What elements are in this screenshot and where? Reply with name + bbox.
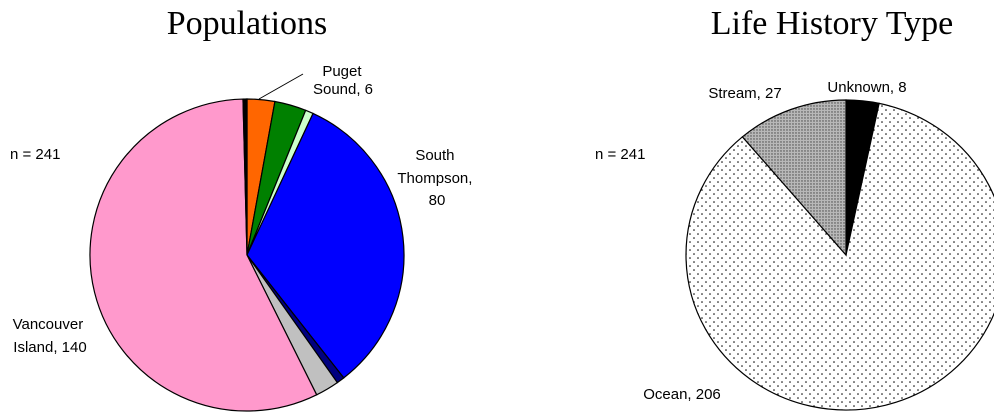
populations-label-vancouver-island: Vancouver Island, 140 [13, 316, 88, 356]
south-thompson-label-line-1: South [415, 147, 454, 164]
populations-slice-3 [246, 112, 405, 379]
south-thompson-label-line-3: 80 [429, 192, 446, 209]
vancouver-island-label-line-1: Vancouver [13, 316, 84, 333]
populations-slice-7 [242, 98, 248, 256]
puget-sound-label-line-1: Puget [322, 63, 362, 80]
life-history-n-label: n = 241 [595, 146, 645, 163]
life-history-pie-chart: Life History Type n = 241 Unknown, 8 Str… [595, 5, 994, 411]
life-history-title: Life History Type [711, 5, 954, 42]
populations-pie-chart: Populations n = 241 Puget Sound, 6 South… [10, 5, 476, 412]
life-history-slice-2 [741, 99, 847, 257]
populations-title: Populations [167, 5, 328, 42]
populations-label-puget-sound: Puget Sound, 6 [313, 63, 373, 98]
populations-label-south-thompson: South Thompson, 80 [397, 147, 476, 209]
populations-slices [89, 98, 405, 412]
puget-sound-leader-line [258, 73, 304, 100]
puget-sound-label-line-2: Sound, 6 [313, 81, 373, 98]
life-history-label-unknown: Unknown, 8 [827, 79, 906, 96]
populations-n-label: n = 241 [10, 146, 60, 163]
populations-slice-6 [89, 98, 318, 412]
life-history-label-ocean: Ocean, 206 [643, 386, 721, 403]
life-history-label-stream: Stream, 27 [708, 85, 781, 102]
life-history-slice-1 [685, 102, 994, 411]
life-history-slices [685, 99, 994, 411]
south-thompson-label-line-2: Thompson, [397, 170, 472, 187]
vancouver-island-label-line-2: Island, 140 [13, 339, 86, 356]
